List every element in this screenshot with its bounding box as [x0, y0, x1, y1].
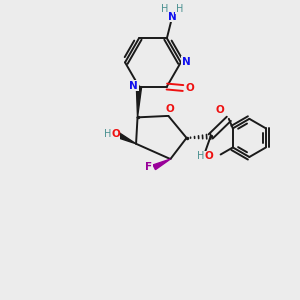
Text: N: N: [182, 57, 190, 67]
Text: H: H: [176, 4, 183, 14]
Polygon shape: [153, 159, 170, 169]
Text: N: N: [129, 81, 138, 91]
Text: H: H: [197, 151, 204, 161]
Text: O: O: [185, 83, 194, 93]
Text: F: F: [146, 162, 152, 172]
Text: O: O: [111, 129, 120, 140]
Polygon shape: [117, 133, 136, 144]
Polygon shape: [136, 86, 142, 117]
Text: O: O: [205, 151, 213, 161]
Text: N: N: [168, 11, 176, 22]
Text: O: O: [216, 105, 224, 115]
Text: H: H: [104, 129, 111, 140]
Text: O: O: [166, 104, 175, 114]
Text: H: H: [161, 4, 169, 14]
